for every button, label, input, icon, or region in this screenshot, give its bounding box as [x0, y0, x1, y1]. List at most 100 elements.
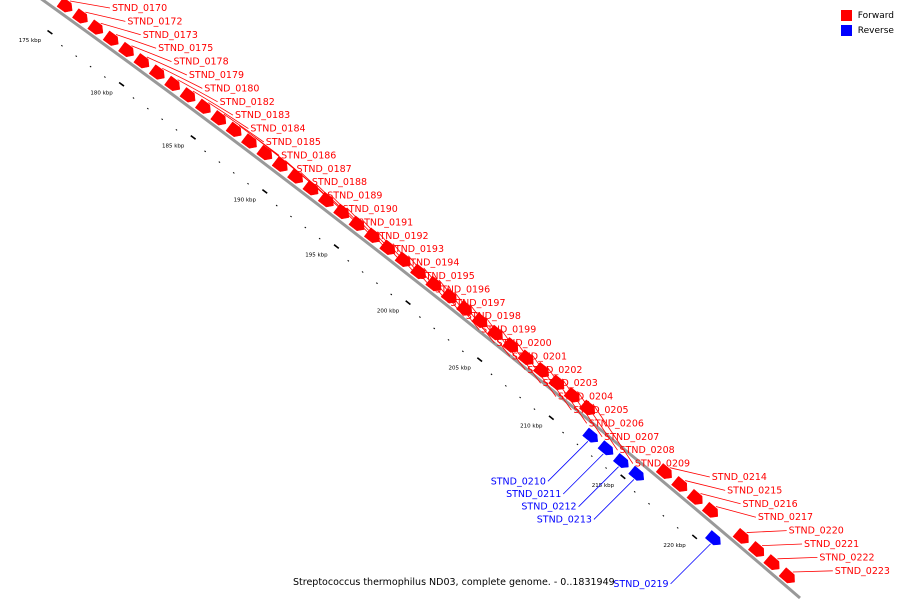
- gene-label[interactable]: STND_0217: [758, 512, 813, 523]
- gene-arrow[interactable]: [148, 64, 165, 80]
- legend-label-forward: Forward: [857, 10, 894, 21]
- gene-label[interactable]: STND_0215: [727, 485, 782, 496]
- genome-caption: Streptococcus thermophilus ND03, complet…: [293, 577, 615, 588]
- gene-leader-line: [593, 479, 635, 520]
- gene-label[interactable]: STND_0180: [204, 83, 259, 94]
- gene-leader-line: [377, 231, 418, 277]
- gene-arrow[interactable]: [778, 567, 795, 584]
- gene-label[interactable]: STND_0178: [173, 57, 228, 68]
- gene-label[interactable]: STND_0185: [266, 137, 321, 148]
- tick-label: 215 kbp: [592, 483, 615, 489]
- gene-arrow[interactable]: [118, 41, 134, 58]
- gene-label[interactable]: STND_0209: [635, 459, 690, 470]
- gene-arrow[interactable]: [532, 361, 549, 378]
- gene-arrow[interactable]: [671, 475, 688, 492]
- gene-label[interactable]: STND_0193: [389, 244, 444, 255]
- gene-arrow[interactable]: [409, 263, 426, 280]
- gene-arrow[interactable]: [102, 30, 119, 46]
- gene-label[interactable]: STND_0202: [527, 365, 582, 376]
- gene-arrow[interactable]: [597, 440, 614, 456]
- gene-arrow[interactable]: [686, 488, 703, 505]
- gene-label[interactable]: STND_0219: [613, 579, 668, 590]
- gene-arrow[interactable]: [612, 452, 629, 468]
- gene-label[interactable]: STND_0182: [220, 97, 275, 108]
- gene-arrow[interactable]: [87, 19, 104, 35]
- gene-arrow[interactable]: [56, 0, 73, 13]
- major-tick: [620, 474, 626, 480]
- gene-label[interactable]: STND_0191: [358, 217, 413, 228]
- gene-label[interactable]: STND_0179: [189, 70, 244, 81]
- gene-leader-line: [100, 22, 141, 36]
- gene-label[interactable]: STND_0220: [789, 526, 844, 537]
- tick-label: 210 kbp: [520, 424, 543, 430]
- gene-arrow[interactable]: [747, 540, 765, 557]
- gene-label[interactable]: STND_0211: [506, 489, 561, 500]
- gene-arrow[interactable]: [194, 98, 211, 114]
- gene-arrow[interactable]: [302, 179, 319, 196]
- gene-label[interactable]: STND_0216: [743, 499, 798, 510]
- gene-label[interactable]: STND_0190: [343, 204, 398, 215]
- gene-label[interactable]: STND_0186: [281, 150, 336, 161]
- gene-arrow[interactable]: [71, 8, 88, 24]
- gene-label[interactable]: STND_0170: [112, 3, 167, 14]
- gene-label[interactable]: STND_0222: [819, 552, 874, 563]
- gene-label[interactable]: STND_0188: [312, 177, 367, 188]
- gene-leader-line: [192, 90, 234, 116]
- gene-label[interactable]: STND_0196: [435, 284, 490, 295]
- gene-label[interactable]: STND_0198: [466, 311, 521, 322]
- legend-item-reverse: Reverse: [840, 23, 894, 38]
- gene-features: [56, 0, 795, 584]
- gene-arrow[interactable]: [256, 144, 273, 161]
- gene-label[interactable]: STND_0208: [620, 445, 675, 456]
- gene-arrow[interactable]: [225, 121, 242, 137]
- gene-leader-line: [223, 113, 264, 143]
- gene-label[interactable]: STND_0223: [835, 566, 890, 577]
- gene-arrow[interactable]: [133, 53, 150, 69]
- gene-label[interactable]: STND_0207: [604, 432, 659, 443]
- gene-label[interactable]: STND_0199: [481, 325, 536, 336]
- gene-label[interactable]: STND_0183: [235, 110, 290, 121]
- gene-label[interactable]: STND_0175: [158, 43, 213, 54]
- gene-label[interactable]: STND_0221: [804, 539, 859, 550]
- gene-arrow[interactable]: [179, 87, 196, 103]
- gene-arrow[interactable]: [701, 501, 718, 518]
- gene-label[interactable]: STND_0173: [143, 30, 198, 41]
- gene-arrow[interactable]: [628, 465, 645, 481]
- gene-label[interactable]: STND_0204: [558, 392, 613, 403]
- gene-label[interactable]: STND_0214: [712, 472, 767, 483]
- major-tick: [548, 415, 555, 421]
- gene-arrow[interactable]: [240, 133, 257, 149]
- gene-arrow[interactable]: [763, 554, 780, 571]
- gene-label[interactable]: STND_0206: [589, 418, 644, 429]
- gene-arrow[interactable]: [210, 110, 227, 126]
- gene-arrow[interactable]: [582, 427, 598, 443]
- minor-tick: [304, 226, 307, 229]
- gene-label[interactable]: STND_0197: [450, 298, 505, 309]
- gene-label[interactable]: STND_0200: [496, 338, 551, 349]
- gene-arrow[interactable]: [704, 530, 721, 546]
- gene-arrow[interactable]: [655, 463, 672, 479]
- gene-leader-line: [746, 530, 787, 533]
- minor-tick: [533, 408, 536, 411]
- gene-label[interactable]: STND_0195: [420, 271, 475, 282]
- gene-arrow[interactable]: [732, 527, 749, 544]
- gene-label[interactable]: STND_0210: [491, 476, 546, 487]
- gene-label[interactable]: STND_0187: [297, 164, 352, 175]
- gene-arrow[interactable]: [164, 75, 181, 92]
- gene-label[interactable]: STND_0194: [404, 258, 459, 269]
- gene-label[interactable]: STND_0184: [250, 124, 305, 135]
- minor-tick: [132, 97, 135, 99]
- gene-label[interactable]: STND_0203: [543, 378, 598, 389]
- gene-label[interactable]: STND_0205: [573, 405, 628, 416]
- legend-label-reverse: Reverse: [857, 25, 894, 36]
- gene-label[interactable]: STND_0201: [512, 351, 567, 362]
- gene-arrow[interactable]: [517, 349, 534, 366]
- gene-label[interactable]: STND_0192: [373, 231, 428, 242]
- gene-label[interactable]: STND_0212: [521, 502, 576, 513]
- gene-arrow[interactable]: [333, 203, 350, 220]
- minor-tick: [590, 455, 593, 458]
- gene-label[interactable]: STND_0213: [537, 514, 592, 525]
- gene-label[interactable]: STND_0189: [327, 191, 382, 202]
- genome-backbone: [40, 0, 801, 600]
- gene-label[interactable]: STND_0172: [127, 16, 182, 27]
